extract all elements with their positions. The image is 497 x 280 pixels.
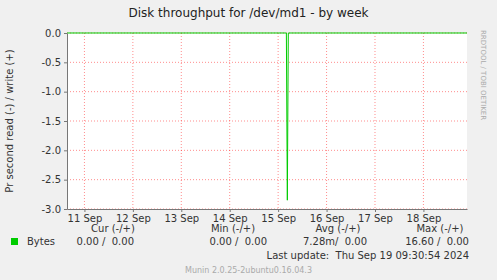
grid-line	[67, 209, 467, 210]
tick-mark	[278, 209, 279, 212]
tick-label: 17 Sep	[358, 213, 393, 224]
grid-line	[67, 62, 467, 63]
y-label: Pr second read (-) / write (+)	[4, 49, 15, 192]
tick-mark	[64, 209, 67, 210]
tick-label: -1.5	[41, 116, 61, 127]
legend-header: Max (-/+)	[416, 223, 463, 234]
grid-line	[67, 121, 467, 122]
tick-mark	[64, 180, 67, 181]
legend-swatch	[11, 238, 18, 245]
grid-line	[278, 33, 279, 209]
tick-mark	[181, 209, 182, 212]
legend-header: Min (-/+)	[211, 223, 255, 234]
last-update: Last update: Thu Sep 19 09:30:54 2024	[267, 250, 469, 261]
tick-label: -3.0	[41, 204, 61, 215]
tick-label: -2.0	[41, 145, 61, 156]
tick: 17 Sep	[358, 209, 393, 224]
tick-mark	[64, 62, 67, 63]
y-axis: -3.0 -2.5 -2.0 -1.5 -1.0 -0.5 0.0	[41, 28, 67, 215]
axis-line	[67, 34, 68, 210]
tick: 12 Sep	[116, 209, 151, 224]
tick: -2.5	[41, 174, 67, 185]
tick: -1.0	[41, 86, 67, 97]
tick: -2.0	[41, 145, 67, 156]
grid-line	[67, 179, 467, 180]
grid-line	[229, 33, 230, 209]
tick-mark	[64, 33, 67, 34]
tick-mark	[84, 209, 85, 212]
tick-label: -1.0	[41, 86, 61, 97]
tick-mark	[423, 209, 424, 212]
marks	[67, 33, 467, 200]
grid-line	[67, 150, 467, 151]
tick-mark	[133, 209, 134, 212]
tick-label: 13 Sep	[164, 213, 199, 224]
tick: 0.0	[45, 28, 67, 39]
tick-mark	[64, 92, 67, 93]
legend-label: Bytes	[27, 236, 55, 247]
footer: Munin 2.0.25-2ubuntu0.16.04.3	[185, 266, 312, 275]
tick-label: 0.0	[45, 28, 61, 39]
tick-mark	[64, 150, 67, 151]
tick-label: -0.5	[41, 57, 61, 68]
grid-line	[181, 33, 182, 209]
grid-line	[423, 33, 424, 209]
plot-area	[67, 33, 467, 209]
legend: Cur (-/+) Min (-/+) Avg (-/+) Max (-/+) Byte…	[11, 223, 469, 247]
tick: 11 Sep	[68, 209, 103, 224]
grid-line	[374, 33, 375, 209]
tick-mark	[375, 209, 376, 212]
tick: 14 Sep	[213, 209, 248, 224]
tick-label: 15 Sep	[261, 213, 296, 224]
legend-header: Cur (-/+)	[91, 223, 135, 234]
chart: 11 Sep 12 Sep 13 Sep 14 Sep 15 Sep 16 Sep 17 S…	[0, 0, 497, 280]
grid-line	[326, 33, 327, 209]
tick: 13 Sep	[164, 209, 199, 224]
legend-value: 0.00 / 0.00	[210, 236, 267, 247]
grid	[67, 33, 467, 209]
legend-value: 0.00 / 0.00	[77, 236, 134, 247]
watermark: RRDTOOL / TOBI OETIKER	[479, 30, 487, 120]
legend-header: Avg (-/+)	[316, 223, 361, 234]
tick: 15 Sep	[261, 209, 296, 224]
title: Disk throughput for /dev/md1 - by week	[129, 6, 369, 20]
background	[0, 0, 497, 280]
tick: -3.0	[41, 204, 67, 215]
tick: -0.5	[41, 57, 67, 68]
tick-mark	[327, 209, 328, 212]
grid-line	[67, 91, 467, 92]
legend-value: 7.28m/ 0.00	[303, 236, 367, 247]
grid-line	[132, 33, 133, 209]
grid-line	[84, 33, 85, 209]
legend-value: 16.60 / 0.00	[405, 236, 469, 247]
tick-mark	[230, 209, 231, 212]
series-line	[67, 33, 467, 200]
tick-label: -2.5	[41, 174, 61, 185]
x-axis: 11 Sep 12 Sep 13 Sep 14 Sep 15 Sep 16 Sep 17 S…	[68, 209, 468, 224]
tick: 16 Sep	[310, 209, 345, 224]
tick: 18 Sep	[407, 209, 442, 224]
axis-line	[68, 209, 468, 210]
tick-mark	[64, 121, 67, 122]
tick: -1.5	[41, 116, 67, 127]
